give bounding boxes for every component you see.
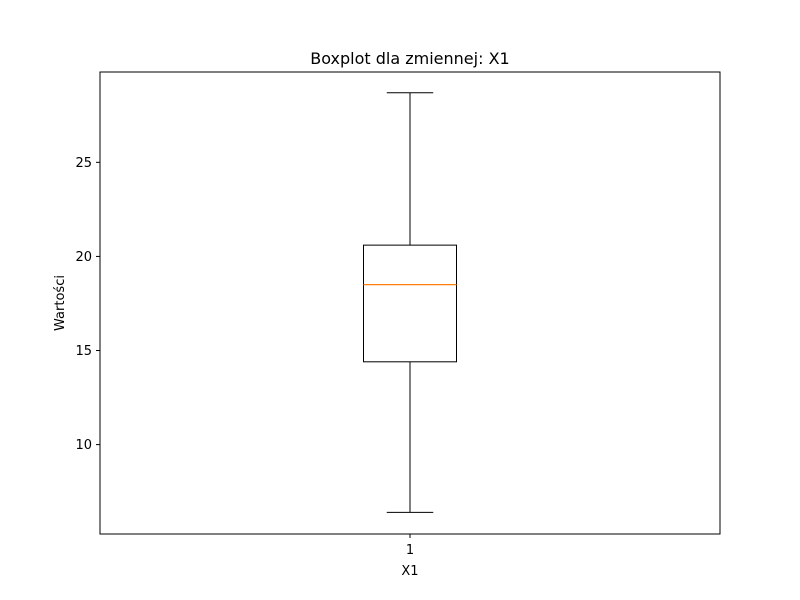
plot-area: 10 15 20 25 1 [75, 71, 721, 558]
y-tick-label: 25 [75, 156, 92, 171]
x-tick-label: 1 [406, 543, 414, 558]
y-tick-label: 20 [75, 250, 92, 265]
y-axis-label: Wartości [53, 275, 68, 331]
y-tick-label: 15 [75, 344, 92, 359]
chart-title: Boxplot dla zmiennej: X1 [310, 49, 509, 68]
y-tick-label: 10 [75, 438, 92, 453]
x-axis-label: X1 [401, 564, 418, 579]
box-iqr [363, 244, 457, 363]
